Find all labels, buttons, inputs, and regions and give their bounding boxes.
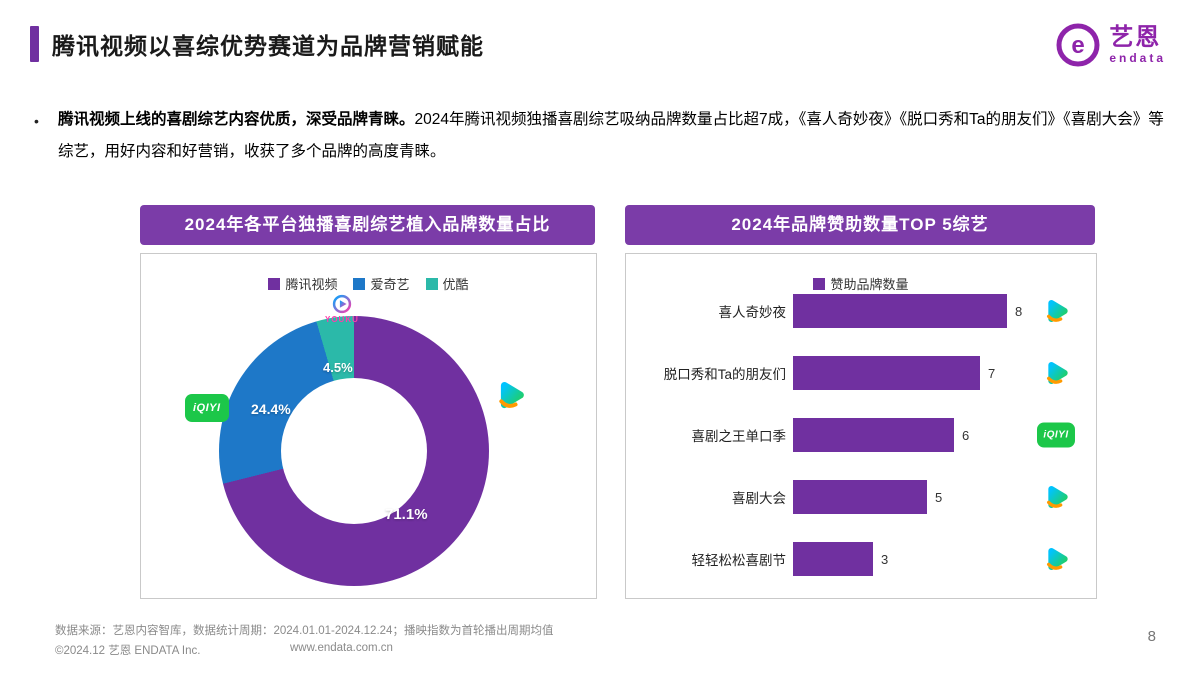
legend-item-sponsor-count: 赞助品牌数量 (813, 274, 909, 293)
tencent-video-icon (491, 376, 529, 414)
header: 腾讯视频以喜综优势赛道为品牌营销赋能 (30, 26, 484, 62)
iqiyi-icon: iQIYI (185, 394, 229, 422)
legend-swatch-sponsor-count (813, 277, 826, 290)
donut-legend: 腾讯视频 爱奇艺 优酷 (141, 274, 596, 293)
footer-source: 数据来源：艺恩内容智库，数据统计周期：2024.01.01-2024.12.24… (55, 625, 554, 637)
bar-fill (793, 356, 980, 390)
bar-fill (793, 418, 954, 452)
intro-text: 腾讯视频上线的喜剧综艺内容优质，深受品牌青睐。2024年腾讯视频独播喜剧综艺吸纳… (58, 104, 1166, 168)
endata-logo-icon: e (1056, 23, 1100, 67)
legend-item-youku: 优酷 (425, 274, 469, 293)
slice-label-youku: 4.5% (323, 360, 353, 375)
page-number: 8 (1147, 628, 1156, 645)
page-title: 腾讯视频以喜综优势赛道为品牌营销赋能 (52, 33, 484, 59)
bar-value: 8 (1015, 303, 1023, 319)
bar-row: 喜人奇妙夜 8 (626, 280, 1096, 342)
bar-legend: 赞助品牌数量 (626, 274, 1096, 293)
logo-en-text: endata (1109, 50, 1166, 65)
bar-value: 5 (935, 489, 943, 505)
legend-label-tencent: 腾讯视频 (285, 277, 338, 292)
bar-row: 喜剧大会 5 (626, 466, 1096, 528)
bar-row: 喜剧之王单口季 6 iQIYI (626, 404, 1096, 466)
intro-paragraph: • 腾讯视频上线的喜剧综艺内容优质，深受品牌青睐。2024年腾讯视频独播喜剧综艺… (34, 104, 1166, 168)
footer-website: www.endata.com.cn (290, 642, 393, 654)
endata-logo: e 艺恩 endata (1055, 22, 1166, 68)
bar-fill (793, 542, 873, 576)
bar-row: 脱口秀和Ta的朋友们 7 (626, 342, 1096, 404)
tencent-video-icon (1034, 295, 1078, 327)
legend-label-iqiyi: 爱奇艺 (370, 277, 410, 292)
legend-swatch-youku (425, 277, 438, 290)
accent-bar (30, 26, 39, 62)
legend-swatch-iqiyi (353, 277, 366, 290)
bullet-marker: • (34, 113, 39, 129)
legend-label-sponsor-count: 赞助品牌数量 (830, 277, 909, 292)
footer-copyright: ©2024.12 艺恩 ENDATA Inc. (55, 645, 201, 657)
donut-chart-title: 2024年各平台独播喜剧综艺植入品牌数量占比 (140, 205, 595, 245)
bar-fill (793, 294, 1007, 328)
iqiyi-icon: iQIYI (1034, 422, 1078, 448)
bar-chart-title: 2024年品牌赞助数量TOP 5综艺 (625, 205, 1095, 245)
tencent-video-icon (1034, 481, 1078, 513)
bar-chart-card: 赞助品牌数量 喜人奇妙夜 8 脱口秀和Ta的朋友们 7 (625, 253, 1097, 599)
svg-text:e: e (1072, 32, 1085, 59)
bar-fill (793, 480, 927, 514)
legend-item-iqiyi: 爱奇艺 (353, 274, 410, 293)
legend-label-youku: 优酷 (442, 277, 469, 292)
bar-row-label: 喜剧大会 (732, 491, 786, 506)
logo-cn-text: 艺恩 (1109, 24, 1162, 52)
intro-lead: 腾讯视频上线的喜剧综艺内容优质，深受品牌青睐。 (58, 111, 415, 128)
slice-label-iqiyi: 24.4% (251, 401, 291, 417)
legend-swatch-tencent (268, 277, 281, 290)
youku-icon: YOUKU (325, 294, 359, 324)
donut-chart: 71.1% 24.4% 4.5% (219, 316, 489, 586)
bar-row-label: 喜剧之王单口季 (691, 429, 787, 444)
bar-value: 6 (962, 427, 970, 443)
intro-body: 2024年腾讯视频独播喜剧综艺吸纳品牌数量占比超7成，《喜人奇妙夜》《脱口秀和T… (58, 111, 1164, 160)
bar-rows: 喜人奇妙夜 8 脱口秀和Ta的朋友们 7 喜剧之王单口季 6 (626, 280, 1096, 590)
bar-value: 3 (881, 551, 889, 567)
donut-chart-card: 腾讯视频 爱奇艺 优酷 71.1% 24.4% 4.5% (140, 253, 597, 599)
slice-label-tencent: 71.1% (385, 506, 428, 523)
bar-row-label: 脱口秀和Ta的朋友们 (663, 367, 786, 382)
bar-row-label: 喜人奇妙夜 (718, 305, 787, 320)
legend-item-tencent: 腾讯视频 (268, 274, 337, 293)
tencent-video-icon (1034, 357, 1078, 389)
bar-value: 7 (988, 365, 996, 381)
bar-row-label: 轻轻松松喜剧节 (691, 553, 787, 568)
bar-row: 轻轻松松喜剧节 3 (626, 528, 1096, 590)
tencent-video-icon (1034, 543, 1078, 575)
donut-hole (281, 378, 427, 524)
